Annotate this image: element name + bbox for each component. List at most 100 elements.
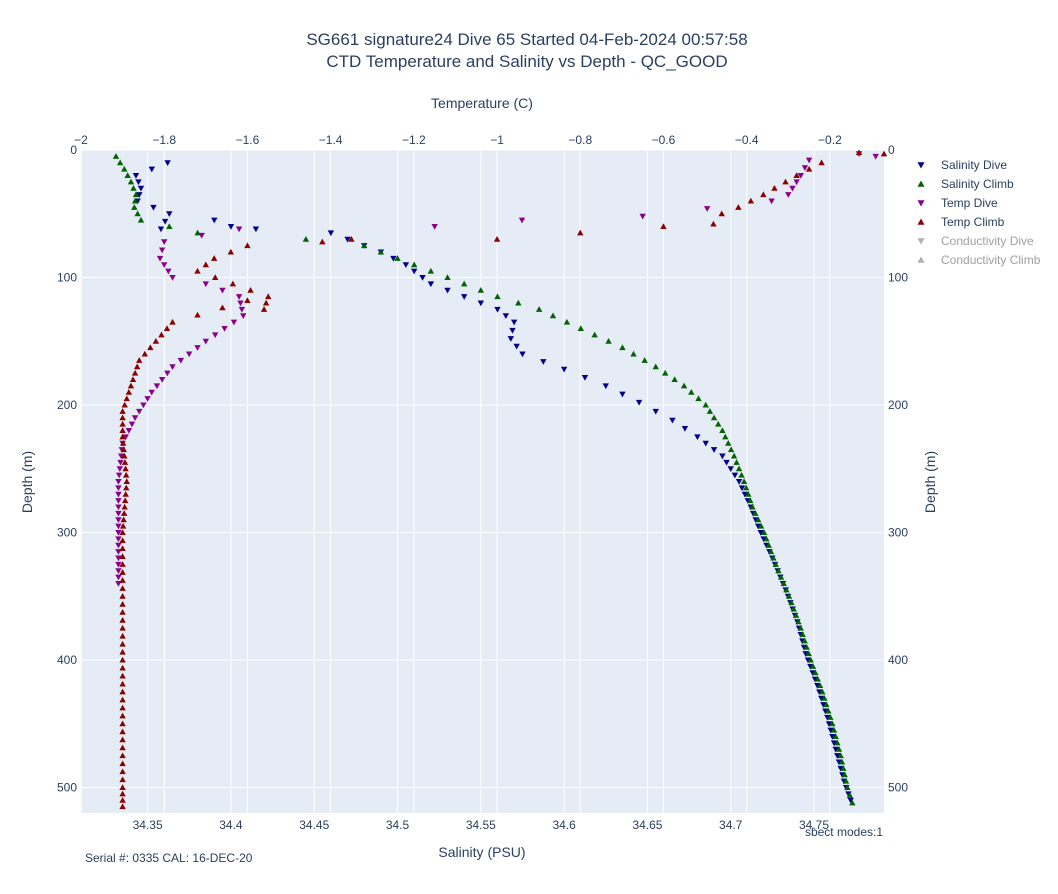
data-point: [319, 238, 326, 245]
data-point: [115, 536, 122, 543]
data-point: [519, 351, 526, 358]
data-point: [790, 605, 797, 612]
data-point: [652, 363, 659, 370]
data-point: [770, 554, 777, 561]
data-point: [824, 714, 831, 721]
data-point: [494, 293, 501, 300]
data-point: [807, 656, 814, 663]
data-point: [129, 376, 137, 383]
data-point: [825, 707, 832, 714]
data-point: [152, 338, 160, 344]
data-point: [119, 537, 126, 544]
data-point: [153, 383, 161, 390]
data-point: [838, 758, 846, 765]
data-point: [240, 313, 247, 319]
data-point: [827, 727, 834, 734]
data-point: [540, 359, 547, 365]
data-point: [124, 172, 131, 179]
data-point: [788, 599, 795, 606]
data-point: [795, 618, 802, 625]
data-point: [115, 485, 122, 492]
data-point: [738, 471, 745, 478]
data-point: [125, 427, 133, 434]
data-point: [127, 382, 135, 389]
data-point: [394, 255, 401, 261]
data-point: [115, 529, 122, 536]
data-point: [752, 510, 759, 516]
data-point: [119, 616, 126, 623]
depth-axis-title-left: Depth (m): [19, 451, 35, 513]
data-point: [230, 319, 238, 326]
data-point: [169, 364, 176, 370]
data-point: [710, 414, 718, 421]
data-point: [132, 172, 140, 179]
temperature-tick-label: −1.4: [319, 133, 343, 147]
data-point: [119, 593, 126, 599]
data-point: [202, 338, 210, 345]
data-point: [119, 601, 126, 607]
data-point: [410, 268, 418, 275]
data-point: [202, 281, 210, 288]
legend-item-temp-climb: Temp Climb: [917, 215, 1005, 229]
data-point: [581, 375, 589, 381]
data-point: [745, 491, 752, 497]
data-point: [344, 236, 351, 243]
data-point: [121, 459, 129, 465]
depth-tick-label-left: 0: [70, 143, 77, 157]
data-point: [767, 548, 775, 555]
data-point: [775, 567, 782, 574]
data-point: [825, 721, 833, 727]
data-point: [237, 300, 244, 307]
data-point: [814, 675, 821, 682]
temperature-tick-label: −0.8: [568, 133, 592, 147]
temperature-tick-label: −1.6: [236, 133, 260, 147]
series-temp-climb: [119, 149, 888, 810]
data-point: [211, 332, 219, 339]
depth-axis-title-right: Depth (m): [922, 451, 938, 513]
temperature-tick-label: −1.8: [152, 133, 176, 147]
data-point: [619, 344, 626, 351]
data-point: [830, 726, 838, 733]
data-point: [777, 573, 785, 580]
data-point: [695, 395, 702, 402]
data-point: [119, 672, 126, 679]
legend-marker: [917, 162, 925, 169]
data-point: [122, 434, 129, 441]
data-point: [137, 216, 145, 223]
data-point: [120, 446, 127, 453]
data-point: [799, 631, 806, 638]
data-point: [818, 159, 825, 166]
depth-tick-label-left: 300: [57, 526, 77, 540]
legend-marker: [917, 200, 925, 207]
data-point: [119, 569, 126, 575]
data-point: [841, 771, 848, 778]
temperature-tick-label: −0.2: [818, 133, 842, 147]
data-point: [725, 440, 732, 446]
data-point: [164, 370, 171, 377]
data-point: [719, 453, 726, 460]
data-point: [121, 165, 128, 172]
data-point: [119, 427, 126, 434]
data-point: [115, 491, 122, 498]
data-point: [619, 391, 626, 398]
temperature-tick-label: −1: [490, 133, 504, 147]
data-point: [119, 712, 126, 719]
data-point: [723, 459, 730, 466]
data-point: [116, 466, 124, 472]
data-point: [115, 523, 122, 530]
data-point: [591, 331, 598, 338]
data-point: [158, 331, 165, 338]
data-point: [880, 150, 888, 157]
data-point: [494, 306, 501, 313]
data-point: [502, 313, 510, 319]
data-point: [844, 784, 851, 791]
data-point: [730, 452, 738, 459]
temperature-axis-title: Temperature (C): [431, 95, 533, 111]
data-point: [837, 752, 844, 759]
data-point: [680, 382, 688, 389]
data-point: [165, 268, 172, 275]
data-point: [763, 535, 770, 542]
data-point: [115, 478, 122, 485]
data-point: [563, 318, 571, 325]
data-point: [805, 650, 812, 657]
